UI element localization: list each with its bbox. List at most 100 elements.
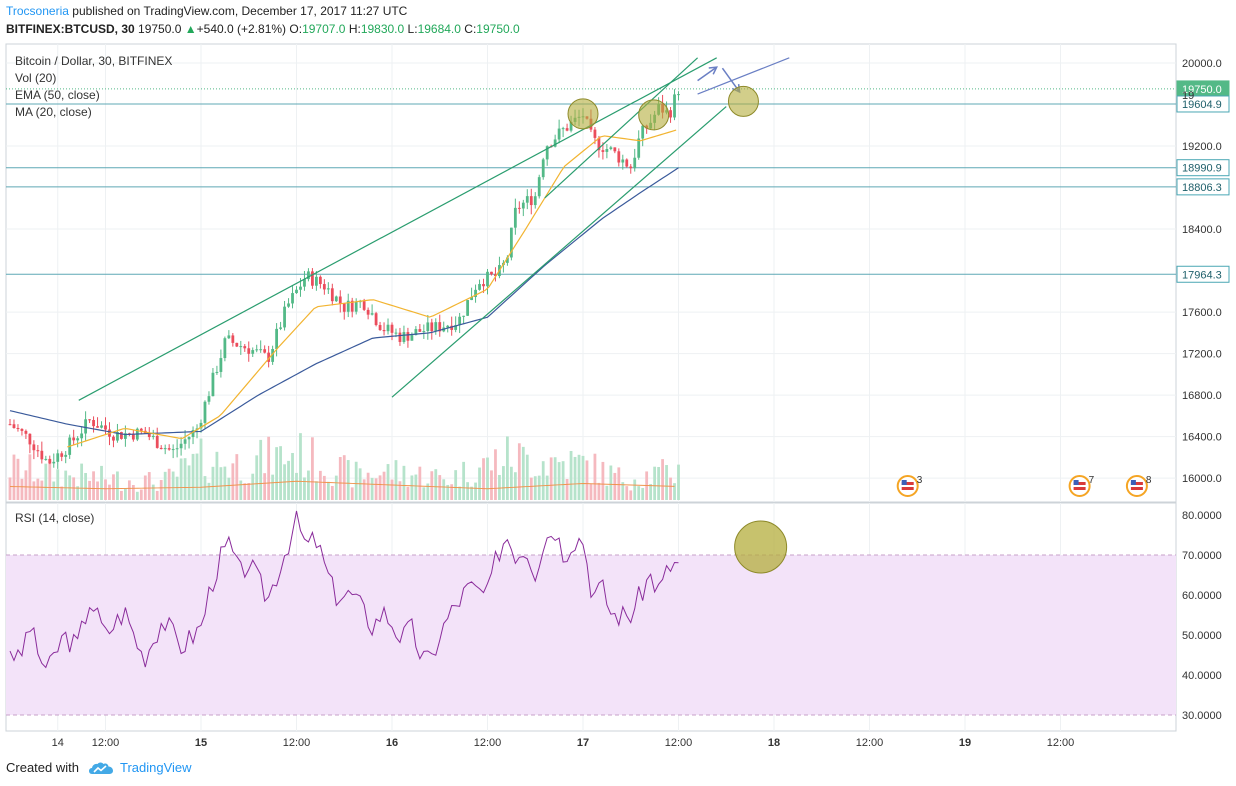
candle-body <box>303 279 306 287</box>
price-axis[interactable]: 20000.0 19200.0 18400.0 17600.0 17200.0 16800… <box>1176 58 1230 722</box>
candle-body <box>243 346 247 349</box>
candle-body <box>422 331 426 333</box>
low-label: L: <box>407 22 418 36</box>
volume-bar <box>227 477 231 500</box>
volume-bar <box>235 454 239 500</box>
volume-bar <box>569 450 573 500</box>
drawings[interactable] <box>78 57 790 401</box>
candle-body <box>219 358 223 372</box>
event-flag-stripe <box>901 487 914 490</box>
time-tick-label: 16 <box>386 737 398 749</box>
trendline <box>391 106 727 398</box>
volume-bar <box>243 483 247 500</box>
volume-bar <box>167 468 171 500</box>
volume-bar <box>366 472 370 500</box>
volume-bar <box>446 484 450 500</box>
tradingview-link[interactable]: TradingView <box>120 760 192 775</box>
volume-bar <box>625 486 629 500</box>
volume-bar <box>478 467 481 500</box>
event-us-flag-icon <box>1068 475 1091 497</box>
volume-bar <box>438 475 442 500</box>
candle-body <box>159 447 163 450</box>
legend-rsi: RSI (14, close) <box>15 511 94 525</box>
volume-bar <box>641 487 645 500</box>
rsi-tick-label: 70.0000 <box>1182 550 1222 562</box>
candle-body <box>517 207 521 209</box>
volume-bar <box>16 458 20 500</box>
candle-body <box>215 371 219 373</box>
volume-bar <box>653 466 657 500</box>
volume-bar <box>311 437 314 500</box>
candle-body <box>446 325 450 328</box>
volume-bar <box>287 460 290 500</box>
price-label: 17964.3 <box>1182 269 1222 281</box>
moving-averages <box>9 129 679 448</box>
candle-body <box>601 150 605 152</box>
candle-body <box>295 289 298 294</box>
volume-bar <box>573 456 577 500</box>
legend-title: Bitcoin / Dollar, 30, BITFINEX <box>15 54 172 68</box>
candle-body <box>307 271 310 280</box>
tradingview-logo-icon[interactable] <box>88 762 113 776</box>
close-label: C: <box>464 22 477 36</box>
time-axis[interactable]: 14 12:00 15 12:00 16 12:00 17 12:00 18 12:00 19 12:… <box>52 737 1075 749</box>
candle-body <box>223 338 227 359</box>
event-flag-stripe <box>1073 482 1086 485</box>
volume-bar <box>629 490 633 500</box>
candle-body <box>326 288 330 290</box>
event-us-flag-icon <box>1125 475 1148 497</box>
price-label-box <box>1176 159 1230 177</box>
candle-body <box>151 435 155 438</box>
candle-body <box>617 151 621 163</box>
candle-body <box>139 428 143 431</box>
event-flag-stripe <box>901 482 914 485</box>
candle-body <box>315 276 318 286</box>
candle-body <box>565 128 569 131</box>
volume-bar <box>315 481 318 500</box>
candle-body <box>382 330 386 332</box>
volume-bar <box>80 463 84 500</box>
volume-bar <box>279 446 282 500</box>
volume-bar <box>354 461 358 500</box>
candle-body <box>641 125 645 139</box>
volume-bar <box>565 479 569 500</box>
candle-body <box>52 461 56 464</box>
candle-body <box>537 177 541 197</box>
rsi-tick-label: 80.0000 <box>1182 510 1222 522</box>
candle-body <box>283 306 286 328</box>
volume-bar <box>299 433 302 500</box>
open-value: 19707.0 <box>302 22 346 36</box>
volume-bar <box>422 487 426 500</box>
candle-body <box>251 350 255 354</box>
volume-bar <box>470 486 473 500</box>
event-flag-canton <box>901 480 907 485</box>
rsi-tick-label: 50.0000 <box>1182 630 1222 642</box>
volume-bar <box>577 454 581 500</box>
volume-bar <box>239 480 243 500</box>
author-link[interactable]: Trocsoneria <box>6 4 69 18</box>
candle-body <box>374 313 378 326</box>
event-markers[interactable]: 3 7 8 <box>896 475 1152 497</box>
candle-body <box>466 300 469 316</box>
volume-bar <box>135 491 139 500</box>
volume-bar <box>24 470 28 500</box>
volume-bar <box>318 470 322 500</box>
volume-bar <box>112 474 115 500</box>
volume-bar <box>350 487 354 500</box>
candle-body <box>386 324 390 332</box>
candle-body <box>509 227 513 258</box>
candle-body <box>521 202 525 209</box>
volume-bar <box>677 464 680 500</box>
event-flag-canton <box>1130 480 1136 485</box>
volume-bar <box>633 479 637 500</box>
footer: Created with TradingView <box>6 760 192 776</box>
high-label: H: <box>348 22 361 36</box>
volume-bar <box>207 482 211 500</box>
candle-body <box>338 296 342 304</box>
volume-bar <box>414 474 418 500</box>
event-count: 8 <box>1146 475 1152 486</box>
candle-body <box>462 315 466 317</box>
volume-bar <box>426 483 430 500</box>
volume-bar <box>649 484 653 500</box>
